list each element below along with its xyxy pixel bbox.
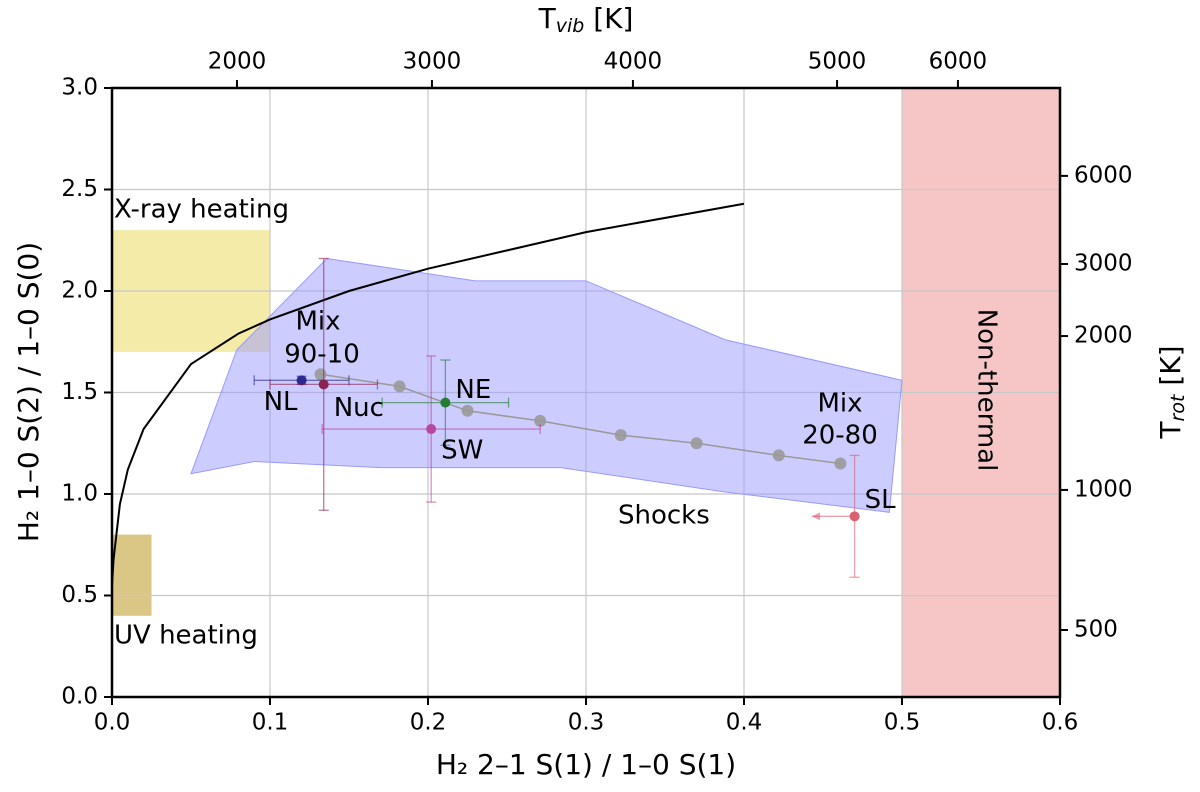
annotation: X-ray heating	[114, 195, 289, 225]
annotation: 90-10	[284, 340, 360, 370]
annotation: Non-thermal	[972, 309, 1002, 472]
x2-tick-label: 6000	[929, 49, 988, 75]
mix-line	[320, 373, 841, 465]
x-tick-label: 0.0	[94, 710, 131, 736]
y2-label-main: T	[1154, 421, 1187, 440]
y-axis-label: H₂ 1–0 S(2) / 1–0 S(0)	[12, 242, 45, 542]
point-label: SL	[865, 485, 897, 515]
annotation: Mix	[817, 389, 862, 419]
x-axis-label: H₂ 2–1 S(1) / 1–0 S(1)	[436, 748, 736, 781]
data-point	[318, 379, 329, 390]
x-tick-label: 0.3	[568, 710, 605, 736]
plot-area: NL Nuc NE SW SL X-ray heating UV heating Non-th…	[111, 87, 1061, 698]
data-point	[440, 397, 451, 408]
y-tick-label: 1.0	[61, 481, 98, 507]
point-label: NE	[455, 375, 491, 405]
shocks-region	[190, 257, 903, 513]
y-tick-label: 2.5	[61, 176, 98, 202]
mix-point	[534, 414, 547, 427]
mix-point	[772, 449, 785, 462]
mix-point	[393, 380, 406, 393]
x-tick-label: 0.6	[1042, 710, 1079, 736]
annotation: UV heating	[114, 621, 258, 651]
point-group	[381, 359, 510, 446]
x-tick-label: 0.5	[884, 710, 921, 736]
x-tick-label: 0.1	[252, 710, 289, 736]
x2-label-unit: [K]	[584, 2, 633, 35]
y2-tick-label: 500	[1074, 617, 1118, 643]
y-tick-label: 0.5	[61, 582, 98, 608]
x2-tick-label: 2000	[208, 49, 267, 75]
data-point	[849, 511, 860, 522]
data-point	[296, 375, 307, 386]
annotation: Mix	[295, 307, 340, 337]
point-group	[269, 257, 379, 511]
mix-point	[614, 429, 627, 442]
x2-label-sub: vib	[556, 15, 585, 37]
x2-tick-label: 4000	[604, 49, 663, 75]
annotation: 20-80	[802, 421, 878, 451]
y2-tick-label: 1000	[1074, 476, 1133, 502]
x2-tick-label: 5000	[808, 49, 867, 75]
mix-point	[461, 404, 474, 417]
x-tick-label: 0.2	[410, 710, 447, 736]
x-tick-label: 0.4	[726, 710, 763, 736]
x2-axis-label: Tvib [K]	[538, 2, 634, 37]
y2-label-unit: [K]	[1154, 345, 1187, 394]
y-tick-label: 2.0	[61, 278, 98, 304]
y2-tick-label: 6000	[1074, 162, 1133, 188]
y2-tick-label: 2000	[1074, 323, 1133, 349]
model-curve	[111, 202, 745, 586]
arrow-head	[811, 512, 820, 521]
y2-label-sub: rot	[1167, 393, 1189, 421]
y-tick-label: 0.0	[61, 684, 98, 710]
point-label: NL	[264, 387, 298, 417]
x2-tick-label: 3000	[403, 49, 462, 75]
y-tick-label: 3.0	[61, 75, 98, 101]
point-label: SW	[441, 436, 483, 466]
region	[112, 534, 152, 616]
point-label: Nuc	[334, 393, 384, 423]
mix-point	[690, 437, 703, 450]
y2-tick-label: 3000	[1074, 251, 1133, 277]
data-point	[426, 424, 437, 435]
x2-label-main: T	[538, 2, 557, 35]
y2-axis-label: Trot [K]	[1154, 345, 1189, 439]
mix-point	[314, 368, 327, 381]
point-group	[811, 454, 860, 578]
y-tick-label: 1.5	[61, 379, 98, 405]
point-group	[321, 355, 541, 503]
annotation: Shocks	[618, 501, 710, 531]
mix-point	[834, 457, 847, 470]
